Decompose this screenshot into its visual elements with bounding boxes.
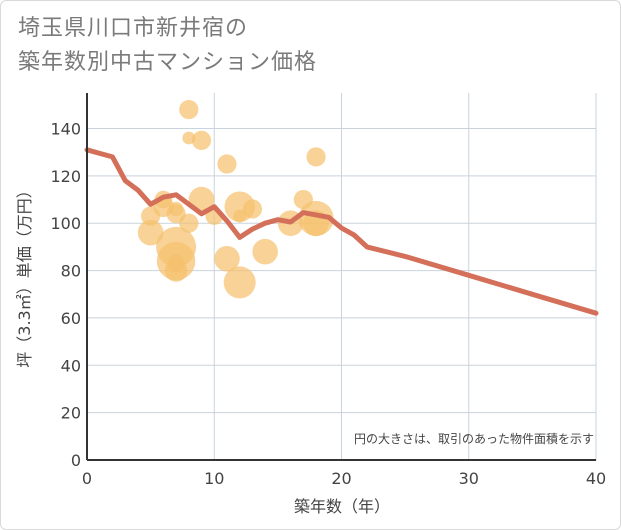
- size-note: 円の大きさは、取引のあった物件面積を示す: [354, 431, 594, 446]
- data-bubble: [214, 245, 240, 272]
- y-tick-label: 20: [61, 404, 81, 423]
- y-tick-label: 80: [61, 262, 81, 281]
- title-line-2: 築年数別中古マンション価格: [18, 50, 318, 75]
- x-tick-label: 30: [459, 469, 479, 488]
- bubble-series: [137, 99, 334, 299]
- data-bubble: [137, 219, 164, 246]
- y-tick-label: 0: [71, 451, 81, 470]
- data-bubble: [179, 99, 199, 120]
- trend-line: [84, 147, 599, 316]
- data-bubble: [242, 199, 263, 219]
- data-bubble: [167, 254, 185, 273]
- y-tick-label: 120: [50, 167, 81, 186]
- x-axis-title: 築年数（年）: [294, 497, 390, 516]
- axes: [86, 93, 596, 461]
- title-line-1: 埼玉県川口市新井宿の: [18, 16, 249, 41]
- y-tick-label: 140: [50, 120, 81, 139]
- y-tick-label: 40: [61, 356, 81, 375]
- data-bubble: [179, 213, 199, 233]
- x-tick-label: 20: [331, 469, 351, 488]
- y-axis-title: 坪（3.3㎡）単価（万円）: [15, 182, 34, 367]
- tick-labels: 0 20 40 60 80 100 120 140 0 10 20 30 40: [50, 120, 606, 488]
- x-tick-label: 10: [204, 469, 224, 488]
- x-tick-label: 40: [586, 469, 606, 488]
- data-bubble: [217, 154, 237, 174]
- data-bubble: [306, 147, 326, 167]
- y-tick-label: 60: [61, 309, 81, 328]
- x-tick-label: 0: [82, 469, 92, 488]
- data-bubble: [252, 238, 278, 265]
- data-bubble: [191, 130, 212, 150]
- data-bubble: [223, 266, 256, 299]
- y-tick-label: 100: [50, 214, 81, 233]
- chart-title: 埼玉県川口市新井宿の 築年数別中古マンション価格: [18, 12, 317, 80]
- data-bubble: [233, 209, 247, 223]
- grid-lines: [87, 93, 597, 460]
